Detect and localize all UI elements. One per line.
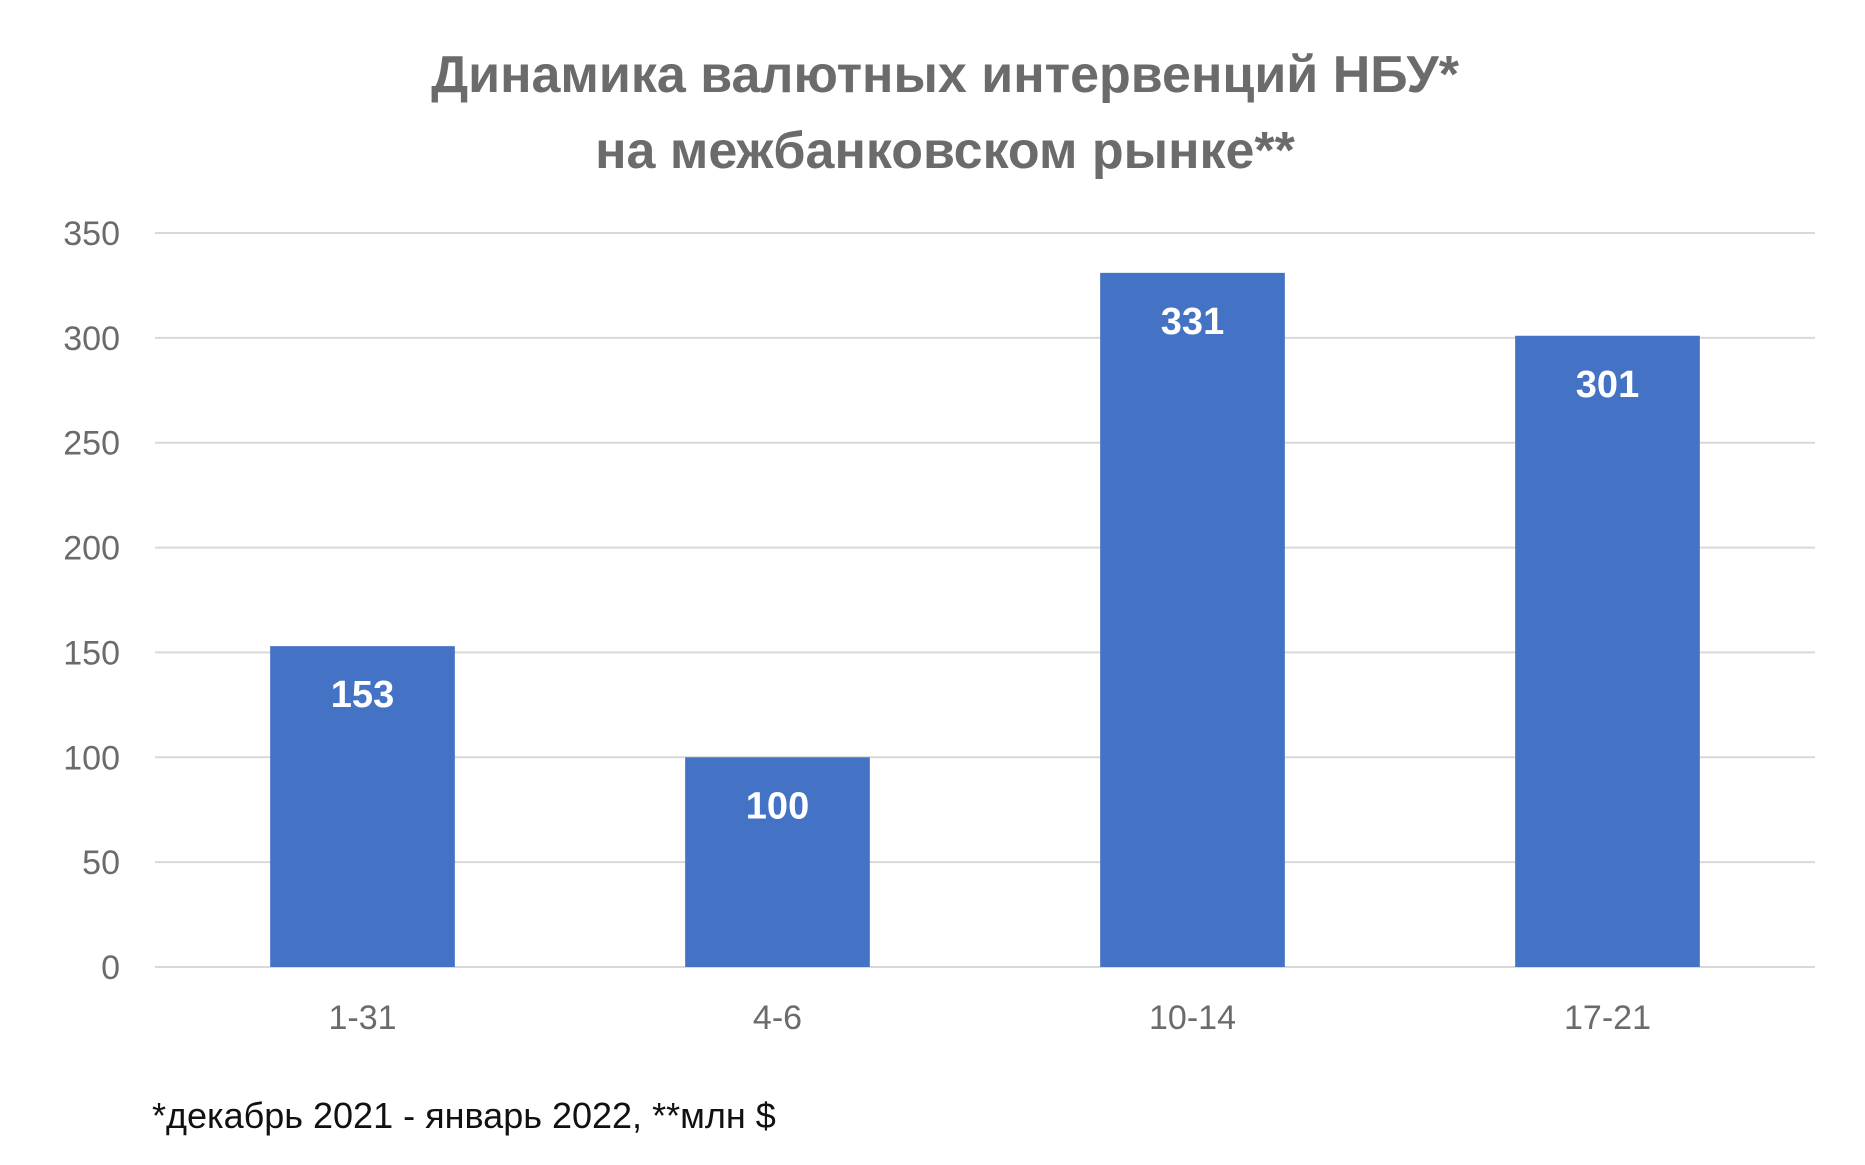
bar: [685, 757, 870, 967]
x-tick-label: 4-6: [753, 999, 802, 1037]
bar-value-label: 331: [1161, 301, 1224, 343]
bar: [1515, 335, 1700, 967]
chart-title-line-2: на межбанковском рынке**: [595, 122, 1296, 180]
y-tick-label: 100: [63, 739, 120, 777]
bar: [270, 646, 455, 967]
bar: [1100, 272, 1285, 967]
bar-value-label: 301: [1576, 364, 1639, 406]
y-tick-label: 300: [63, 320, 120, 358]
y-tick-label: 350: [63, 215, 120, 253]
y-tick-label: 200: [63, 530, 120, 568]
chart-title: Динамика валютных интервенций НБУ* на ме…: [431, 46, 1460, 180]
x-tick-label: 1-31: [328, 999, 396, 1037]
x-axis-tick-labels: 1-31 4-6 10-14 17-21: [328, 999, 1651, 1037]
bar-series: [270, 272, 1700, 967]
chart-footnote: *декабрь 2021 - январь 2022, **млн $: [152, 1095, 776, 1136]
y-tick-label: 250: [63, 425, 120, 463]
chart-title-line-1: Динамика валютных интервенций НБУ*: [431, 46, 1460, 104]
y-tick-label: 50: [82, 844, 120, 882]
bar-value-label: 100: [746, 785, 809, 827]
y-tick-label: 0: [101, 949, 120, 987]
x-tick-label: 10-14: [1149, 999, 1236, 1037]
bar-data-labels: 153 100 331 301: [331, 301, 1639, 827]
y-tick-label: 150: [63, 634, 120, 672]
y-axis-tick-labels: 0 50 100 150 200 250 300 350: [63, 215, 120, 987]
bar-value-label: 153: [331, 674, 394, 716]
x-tick-label: 17-21: [1564, 999, 1651, 1037]
